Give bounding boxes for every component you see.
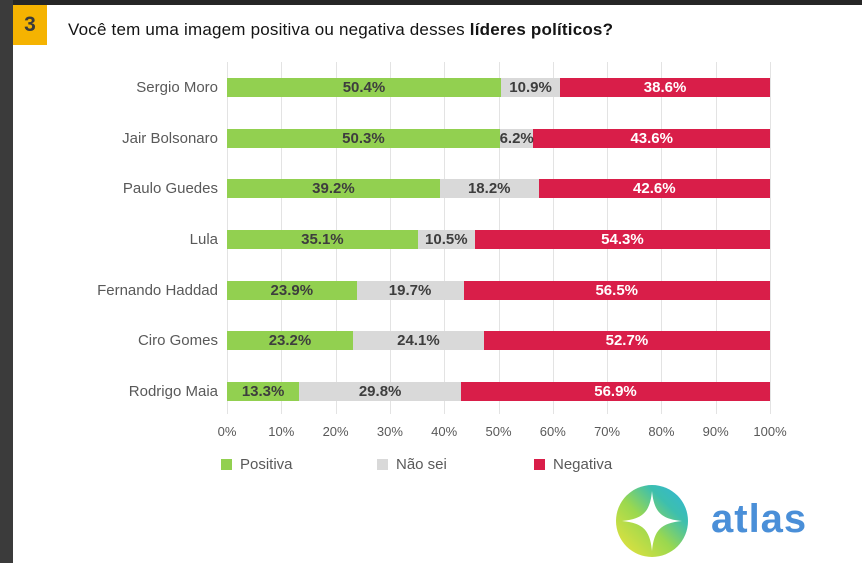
bar-value-label: 35.1% [301, 231, 344, 248]
category-label-jair-bolsonaro: Jair Bolsonaro [122, 130, 218, 147]
category-label-lula: Lula [189, 231, 218, 248]
bar-value-label: 50.3% [342, 130, 385, 147]
x-tick-label: 10% [268, 424, 295, 439]
bar-value-label: 6.2% [499, 130, 534, 147]
bar-segment-positiva: 39.2% [227, 179, 440, 198]
bar-segment-não-sei: 10.9% [500, 78, 561, 97]
bar-segment-positiva: 13.3% [227, 382, 300, 401]
x-tick-label: 20% [322, 424, 349, 439]
bar-value-label: 23.2% [268, 332, 312, 349]
atlas-logo-text: atlas [711, 497, 808, 541]
bar-value-label: 24.1% [397, 332, 440, 349]
bar-segment-positiva: 50.3% [227, 129, 500, 148]
x-tick-label: 60% [539, 424, 566, 439]
category-label-sergio-moro: Sergio Moro [136, 79, 218, 96]
legend-item-negativa: Negativa [534, 456, 612, 473]
question-number: 3 [24, 13, 36, 36]
bar-value-label: 52.7% [605, 332, 649, 349]
chart-title-bold: líderes políticos? [469, 20, 614, 39]
legend-label: Negativa [553, 456, 613, 473]
category-label-fernando-haddad: Fernando Haddad [97, 282, 218, 299]
bar-segment-negativa: 42.6% [538, 179, 770, 198]
bar-segment-negativa: 43.6% [533, 129, 770, 148]
bar-segment-negativa: 56.9% [461, 382, 770, 401]
bar-segment-negativa: 38.6% [560, 78, 770, 97]
x-tick-label: 30% [376, 424, 403, 439]
atlas-logo-icon [616, 485, 688, 557]
bar-segment-não-sei: 29.8% [299, 382, 462, 401]
x-tick-label: 100% [753, 424, 787, 439]
x-tick-label: 70% [594, 424, 621, 439]
bar-segment-negativa: 54.3% [474, 230, 770, 249]
bar-segment-não-sei: 24.1% [352, 331, 484, 350]
plot-area: 50.4% 10.9% 38.6% 50.3% 6.2% 43.6% 39.2% 18.2% 4… [227, 62, 771, 414]
bar-value-label: 13.3% [241, 383, 285, 400]
bar-segment-não-sei: 18.2% [439, 179, 539, 198]
bar-row-rodrigo-maia: 13.3% 29.8% 56.9% [227, 382, 770, 401]
bar-value-label: 50.4% [342, 79, 386, 96]
legend-label: Positiva [240, 456, 293, 473]
bar-value-label: 54.3% [601, 231, 644, 248]
bar-row-ciro-gomes: 23.2% 24.1% 52.7% [227, 331, 770, 350]
category-label-rodrigo-maia: Rodrigo Maia [128, 383, 218, 400]
chart-title: Você tem uma imagem positiva ou negativa… [68, 20, 613, 40]
bar-value-label: 43.6% [630, 130, 673, 147]
x-tick-label: 80% [648, 424, 675, 439]
bar-segment-positiva: 50.4% [227, 78, 501, 97]
bar-value-label: 18.2% [467, 180, 511, 197]
x-tick-label: 0% [217, 424, 237, 439]
x-tick-label: 50% [485, 424, 512, 439]
top-border [0, 0, 862, 5]
bar-value-label: 10.9% [509, 79, 552, 96]
x-tick-label: 40% [431, 424, 458, 439]
bar-value-label: 39.2% [312, 180, 355, 197]
bar-segment-positiva: 35.1% [227, 230, 418, 249]
bar-row-jair-bolsonaro: 50.3% 6.2% 43.6% [227, 129, 770, 148]
gridline [770, 62, 771, 414]
bar-value-label: 42.6% [633, 180, 676, 197]
chart-title-regular: Você tem uma imagem positiva ou negativa… [68, 20, 470, 39]
category-label-paulo-guedes: Paulo Guedes [122, 180, 218, 197]
bar-segment-não-sei: 10.5% [417, 230, 475, 249]
bar-value-label: 10.5% [425, 231, 468, 248]
bar-segment-negativa: 56.5% [463, 281, 770, 300]
x-tick-label: 90% [702, 424, 729, 439]
bar-value-label: 19.7% [388, 282, 432, 299]
legend-item-não-sei: Não sei [377, 456, 447, 473]
bar-row-paulo-guedes: 39.2% 18.2% 42.6% [227, 179, 770, 198]
bar-segment-positiva: 23.2% [227, 331, 353, 350]
bar-value-label: 29.8% [358, 383, 402, 400]
legend-swatch [534, 459, 545, 470]
bar-segment-não-sei: 6.2% [500, 129, 534, 148]
bar-row-sergio-moro: 50.4% 10.9% 38.6% [227, 78, 770, 97]
bar-value-label: 38.6% [643, 79, 687, 96]
left-border [0, 0, 13, 563]
bar-segment-positiva: 23.9% [227, 281, 357, 300]
bar-row-fernando-haddad: 23.9% 19.7% 56.5% [227, 281, 770, 300]
bar-value-label: 56.9% [594, 383, 637, 400]
question-number-badge: 3 [13, 5, 47, 45]
legend-swatch [221, 459, 232, 470]
legend-item-positiva: Positiva [221, 456, 293, 473]
bar-segment-não-sei: 19.7% [356, 281, 464, 300]
category-label-ciro-gomes: Ciro Gomes [137, 332, 218, 349]
legend-swatch [377, 459, 388, 470]
bar-value-label: 23.9% [270, 282, 314, 299]
legend-label: Não sei [396, 456, 447, 473]
bar-segment-negativa: 52.7% [483, 331, 770, 350]
bar-row-lula: 35.1% 10.5% 54.3% [227, 230, 770, 249]
bar-value-label: 56.5% [595, 282, 639, 299]
